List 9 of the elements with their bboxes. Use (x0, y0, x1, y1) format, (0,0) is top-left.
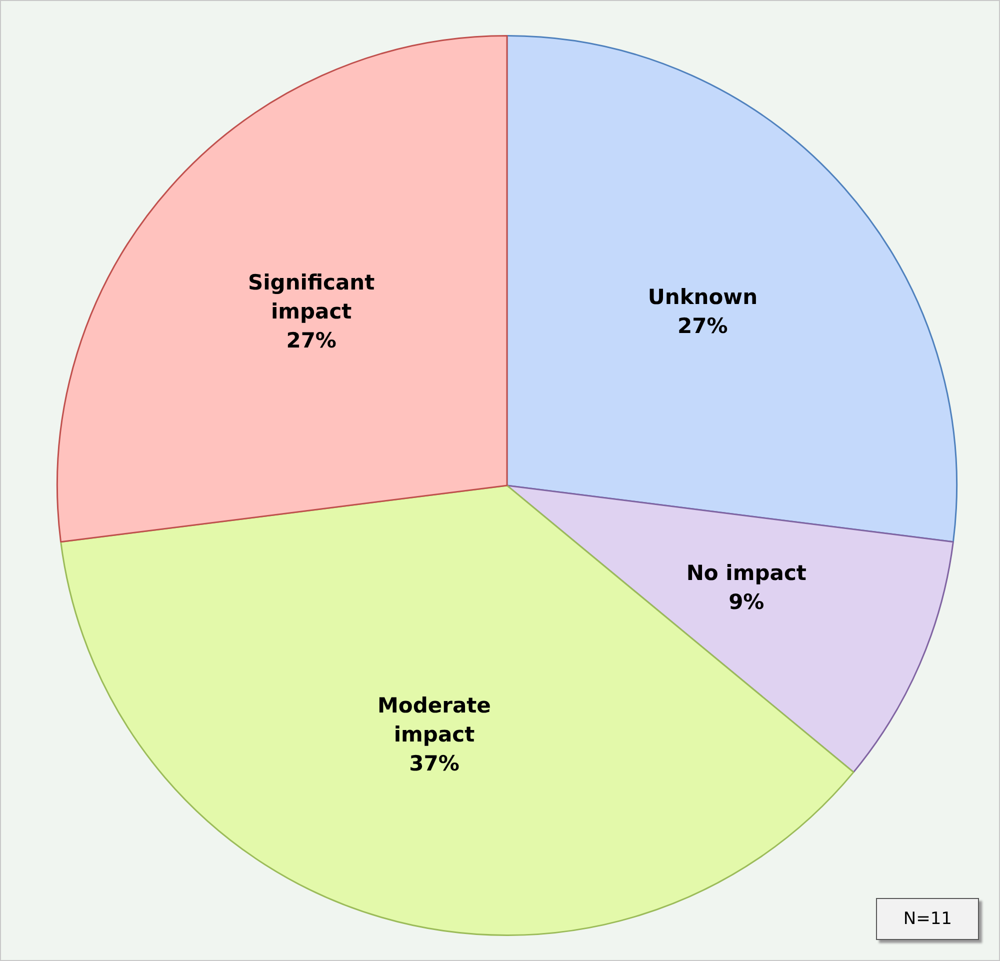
text: N=11 (876, 898, 979, 940)
slice-label: Significant impact (248, 270, 375, 324)
data-label: 9% (728, 590, 764, 614)
data-label: 27% (678, 314, 728, 338)
data-label: 37% (409, 751, 460, 776)
slice-label: No impact (686, 561, 806, 586)
data-label: 27% (286, 328, 336, 352)
slice-label: Unknown (648, 284, 758, 309)
slice-label: Moderate impact (378, 693, 491, 746)
